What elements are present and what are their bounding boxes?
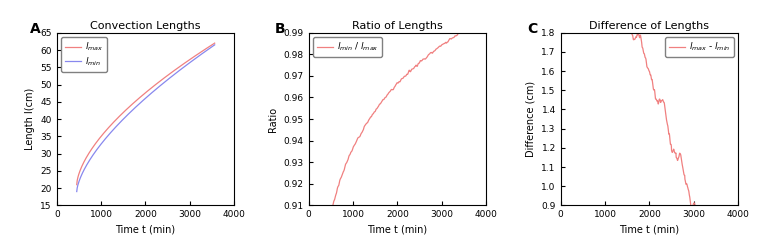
- Text: B: B: [275, 22, 285, 36]
- Title: Ratio of Lengths: Ratio of Lengths: [352, 21, 443, 30]
- Text: C: C: [527, 22, 537, 36]
- X-axis label: Time t (min): Time t (min): [367, 225, 428, 235]
- Title: Difference of Lengths: Difference of Lengths: [590, 21, 709, 30]
- Title: Convection Lengths: Convection Lengths: [90, 21, 201, 30]
- Text: A: A: [30, 22, 41, 36]
- Legend: $l_{max}$, $l_{min}$: $l_{max}$, $l_{min}$: [61, 37, 107, 72]
- X-axis label: Time t (min): Time t (min): [619, 225, 680, 235]
- Y-axis label: Length l(cm): Length l(cm): [25, 88, 35, 150]
- Legend: $l_{max}$ - $l_{min}$: $l_{max}$ - $l_{min}$: [665, 37, 734, 57]
- Legend: $l_{min}$ / $l_{max}$: $l_{min}$ / $l_{max}$: [313, 37, 382, 57]
- Y-axis label: Difference (cm): Difference (cm): [526, 81, 536, 157]
- Y-axis label: Ratio: Ratio: [268, 107, 278, 132]
- X-axis label: Time t (min): Time t (min): [115, 225, 176, 235]
